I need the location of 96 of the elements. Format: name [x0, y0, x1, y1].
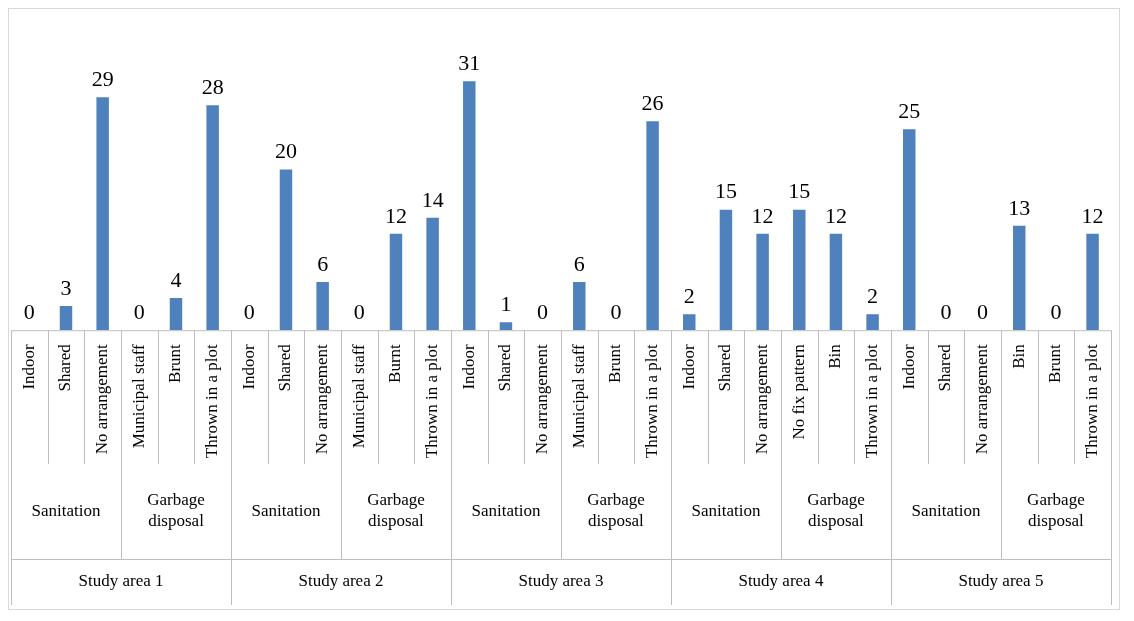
x-tick-label: Thrown in a plot	[422, 343, 442, 459]
text: Sanitation	[31, 500, 101, 520]
data-label: 0	[23, 298, 35, 324]
bar	[96, 97, 109, 331]
text: Garbage disposal	[807, 490, 865, 531]
data-label: 0	[940, 298, 952, 324]
text: Study area 5	[958, 571, 1044, 591]
x-tick-label: No arrangement	[532, 343, 552, 455]
x-tick-label: No arrangement	[312, 343, 332, 455]
x-tick-label: Indoor	[458, 343, 478, 390]
x-tick-label: No arrangement	[972, 343, 992, 455]
data-label: 15	[788, 178, 811, 204]
data-label: 25	[898, 98, 921, 124]
bar	[169, 298, 183, 331]
x-tick-label: Thrown in a plot	[862, 343, 882, 459]
bar	[646, 121, 659, 331]
x-tick-label: Indoor	[678, 343, 698, 390]
data-label: 28	[201, 74, 224, 100]
bar	[756, 233, 769, 331]
text: Sanitation	[471, 500, 541, 520]
bar	[829, 233, 843, 331]
data-label: 0	[353, 298, 365, 324]
text: Study area 4	[738, 571, 824, 591]
data-label: 6	[317, 250, 329, 276]
data-label: 12	[1081, 202, 1104, 228]
text: Sanitation	[911, 500, 981, 520]
text: Study area 3	[518, 571, 604, 591]
x-tick-label: Shared	[55, 343, 75, 392]
bar	[903, 129, 916, 331]
data-label: 12	[824, 202, 847, 228]
x-tick-label: Brunt	[1045, 343, 1065, 383]
x-tick-label: Indoor	[238, 343, 258, 390]
data-label: 14	[421, 186, 444, 212]
data-label: 0	[243, 298, 255, 324]
data-label: 29	[91, 65, 114, 91]
x-tick-label: No arrangement	[92, 343, 112, 455]
bar	[1086, 233, 1099, 331]
bar	[573, 282, 586, 331]
text: Garbage disposal	[1027, 490, 1085, 531]
data-label: 20	[274, 138, 297, 164]
bar	[463, 81, 476, 331]
text: Sanitation	[691, 500, 761, 520]
data-label: 15	[714, 178, 737, 204]
data-label: 1	[500, 290, 512, 316]
data-label: 12	[751, 202, 774, 228]
bar	[683, 314, 696, 331]
x-tick-label: Thrown in a plot	[642, 343, 662, 459]
x-tick-label: Bin	[1008, 343, 1028, 369]
x-tick-label: No arrangement	[752, 343, 772, 455]
x-tick-label: Brunt	[165, 343, 185, 383]
data-label: 3	[60, 274, 72, 300]
x-tick-label: Municipal staff	[568, 343, 588, 449]
data-label: 2	[683, 282, 695, 308]
x-tick-label: Municipal staff	[128, 343, 148, 449]
x-tick-label: No fix pattern	[788, 343, 808, 440]
x-tick-label: Brunt	[605, 343, 625, 383]
text: Garbage disposal	[147, 490, 205, 531]
bar	[279, 169, 293, 331]
data-label: 13	[1008, 194, 1031, 220]
x-tick-label: Municipal staff	[348, 343, 368, 449]
text: Study area 2	[298, 571, 384, 591]
text: Garbage disposal	[367, 490, 425, 531]
data-label: 2	[867, 282, 879, 308]
data-label: 0	[1050, 298, 1062, 324]
data-label: 4	[170, 266, 182, 292]
data-label: 31	[458, 49, 481, 75]
x-tick-label: Bin	[825, 343, 845, 369]
data-label: 6	[573, 250, 585, 276]
text: Garbage disposal	[587, 490, 645, 531]
bar	[1013, 225, 1026, 331]
data-label: 0	[610, 298, 622, 324]
x-tick-label: Thrown in a plot	[1082, 343, 1102, 459]
data-label: 26	[641, 90, 664, 116]
x-tick-label: Shared	[275, 343, 295, 392]
x-tick-label: Burnt	[385, 343, 405, 383]
bar	[316, 282, 329, 331]
data-label: 0	[977, 298, 989, 324]
bar	[389, 233, 403, 331]
x-tick-label: Thrown in a plot	[202, 343, 222, 459]
bar	[426, 217, 439, 331]
bar	[866, 314, 879, 331]
x-tick-label: Indoor	[18, 343, 38, 390]
x-tick-label: Indoor	[898, 343, 918, 390]
x-tick-label: Shared	[935, 343, 955, 392]
bar	[719, 209, 733, 331]
data-label: 0	[133, 298, 145, 324]
data-label: 0	[537, 298, 549, 324]
x-tick-label: Shared	[495, 343, 515, 392]
bar	[793, 209, 806, 331]
x-tick-label: Shared	[715, 343, 735, 392]
text: Study area 1	[78, 571, 164, 591]
bar	[499, 322, 513, 331]
data-label: 12	[384, 202, 407, 228]
bar	[206, 105, 219, 331]
bar	[59, 306, 73, 331]
text: Sanitation	[251, 500, 321, 520]
